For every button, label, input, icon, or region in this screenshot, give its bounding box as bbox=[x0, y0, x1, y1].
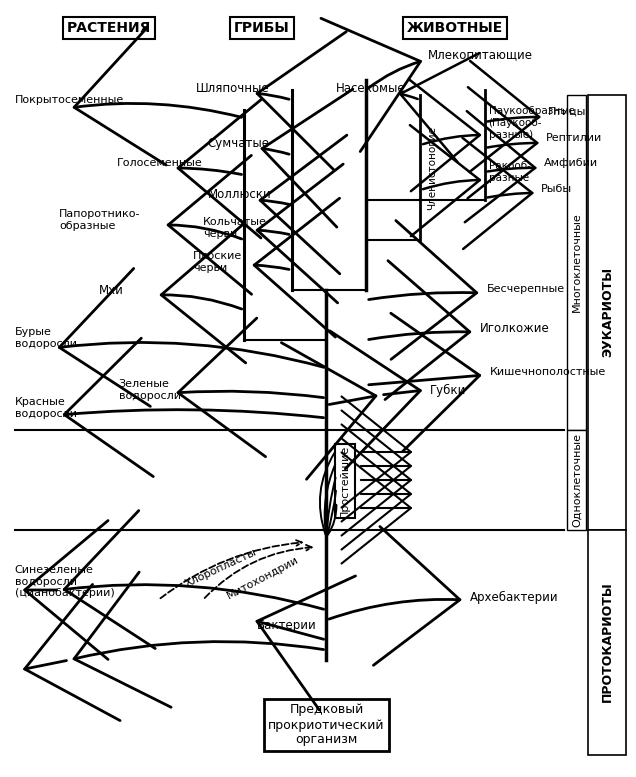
Text: Простейшие: Простейшие bbox=[340, 444, 350, 517]
Text: ЖИВОТНЫЕ: ЖИВОТНЫЕ bbox=[407, 21, 503, 35]
Text: Предковый
прокриотический
организм: Предковый прокриотический организм bbox=[268, 703, 385, 747]
Text: Кишечнополостные: Кишечнополостные bbox=[490, 367, 606, 377]
Text: Членистоногие: Членистоногие bbox=[427, 126, 438, 210]
Text: Голосеменные: Голосеменные bbox=[116, 158, 202, 168]
Text: Иголкожие: Иголкожие bbox=[480, 322, 550, 335]
Text: Зеленые
водоросли: Зеленые водоросли bbox=[119, 379, 181, 401]
Text: Кольчатые
черви: Кольчатые черви bbox=[203, 218, 266, 239]
Text: ЭУКАРИОТЫ: ЭУКАРИОТЫ bbox=[601, 267, 614, 357]
Text: Губки: Губки bbox=[430, 384, 467, 396]
Text: Мхи: Мхи bbox=[99, 284, 124, 297]
FancyBboxPatch shape bbox=[335, 444, 355, 518]
Text: Митохондрии: Митохондрии bbox=[226, 555, 301, 601]
Text: Птицы: Птицы bbox=[548, 107, 586, 117]
Text: Хлоропласты: Хлоропласты bbox=[183, 547, 258, 589]
FancyBboxPatch shape bbox=[588, 530, 626, 755]
Text: РАСТЕНИЯ: РАСТЕНИЯ bbox=[67, 21, 151, 35]
Text: Сумчатые: Сумчатые bbox=[208, 137, 270, 149]
FancyBboxPatch shape bbox=[567, 430, 586, 530]
Text: Насекомые: Насекомые bbox=[336, 82, 406, 95]
Text: Ракооб-
разные: Ракооб- разные bbox=[488, 161, 530, 183]
Text: Бесчерепные: Бесчерепные bbox=[487, 284, 565, 294]
Text: ПРОТОКАРИОТЫ: ПРОТОКАРИОТЫ bbox=[601, 582, 614, 702]
Text: Красные
водоросли: Красные водоросли bbox=[15, 397, 77, 419]
Text: Папоротнико-
образные: Папоротнико- образные bbox=[59, 209, 141, 231]
Text: Моллюски: Моллюски bbox=[208, 189, 272, 201]
Text: Паукообразные
(Паукооб-
разные): Паукообразные (Паукооб- разные) bbox=[488, 106, 574, 140]
Text: Рыбы: Рыбы bbox=[541, 184, 572, 194]
Text: ГРИБЫ: ГРИБЫ bbox=[234, 21, 290, 35]
Text: Многоклеточные: Многоклеточные bbox=[572, 212, 581, 312]
Text: Синезеленые
водоросли
(цианобактерии): Синезеленые водоросли (цианобактерии) bbox=[15, 565, 114, 598]
Text: Млекопитающие: Млекопитающие bbox=[428, 48, 533, 61]
Text: Архебактерии: Архебактерии bbox=[470, 591, 558, 604]
Text: Плоские
черви: Плоские черви bbox=[193, 251, 242, 273]
Text: Амфибии: Амфибии bbox=[544, 158, 598, 168]
Text: Рептилии: Рептилии bbox=[546, 133, 602, 143]
Text: Шляпочные: Шляпочные bbox=[196, 82, 270, 95]
FancyBboxPatch shape bbox=[588, 95, 626, 530]
Text: Одноклеточные: Одноклеточные bbox=[572, 433, 581, 527]
Text: Бурые
водоросли: Бурые водоросли bbox=[15, 327, 77, 349]
Text: Бактерии: Бактерии bbox=[257, 618, 317, 632]
Text: Покрытосеменные: Покрытосеменные bbox=[15, 95, 124, 105]
FancyBboxPatch shape bbox=[567, 95, 586, 430]
